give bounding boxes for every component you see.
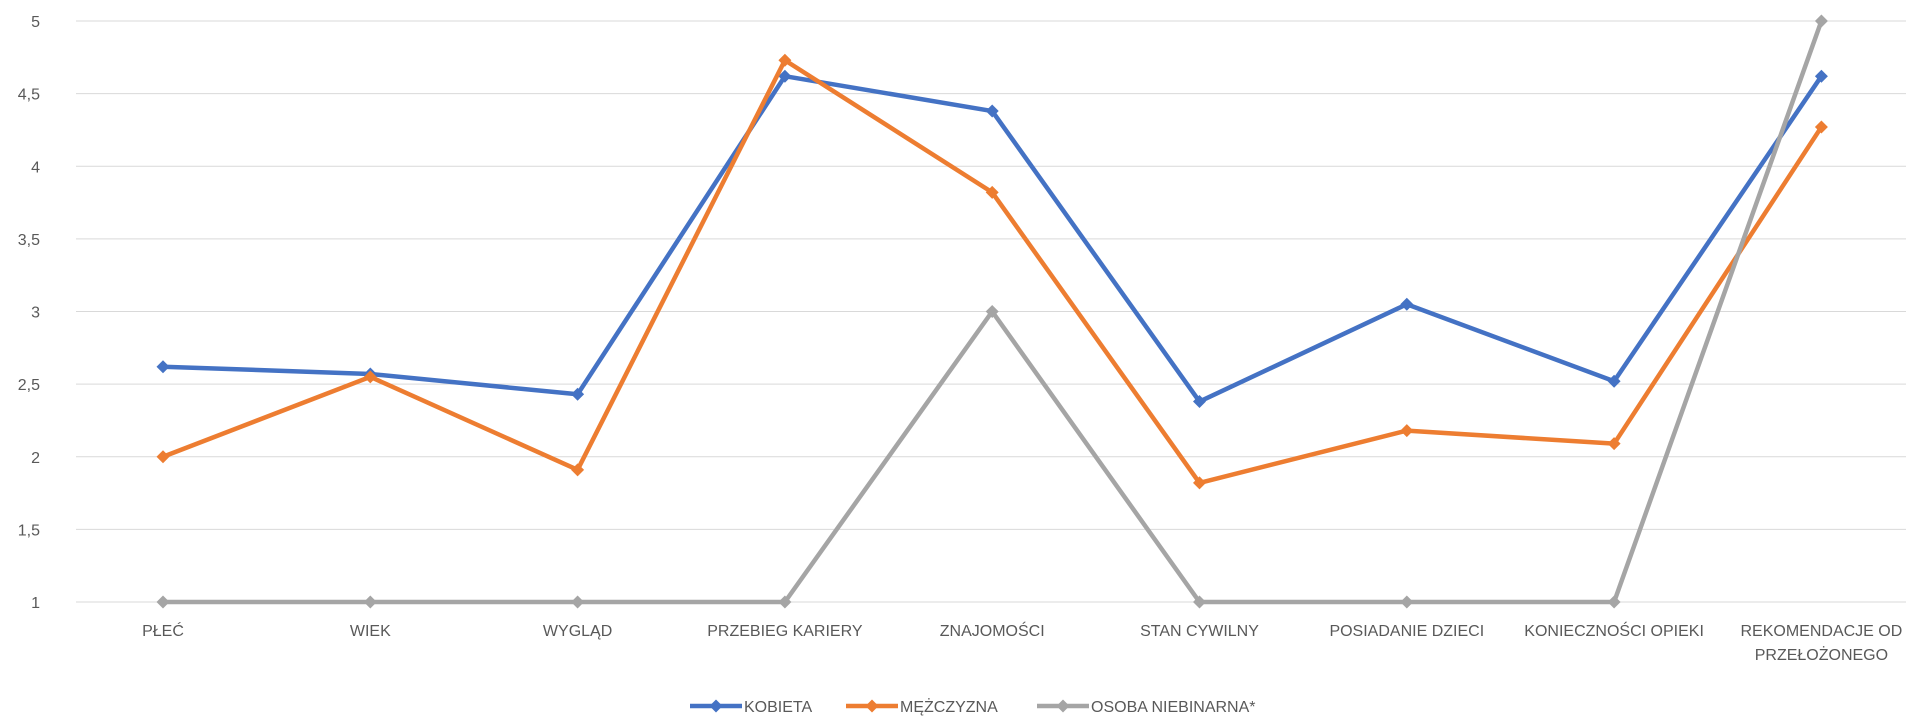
x-category-label: PŁEĆ: [142, 621, 184, 640]
series-2: [156, 14, 1828, 609]
legend-label: OSOBA NIEBINARNA*: [1091, 699, 1256, 716]
series-1: [156, 53, 1828, 490]
data-point-marker: [1607, 437, 1621, 451]
y-tick-label: 4: [31, 159, 40, 176]
series-line: [160, 57, 1824, 486]
data-point-marker: [1607, 595, 1621, 609]
data-point-marker: [1814, 14, 1828, 28]
x-category-line: PRZEŁOŻONEGO: [1755, 645, 1888, 664]
data-point-marker: [571, 595, 585, 609]
series-0: [156, 69, 1828, 409]
legend-item: OSOBA NIEBINARNA*: [1037, 699, 1256, 716]
y-tick-label: 1: [31, 595, 40, 612]
data-point-marker: [1814, 69, 1828, 83]
x-category-line: ZNAJOMOŚCI: [940, 621, 1045, 640]
y-tick-label: 2,5: [18, 377, 40, 394]
x-category-label: REKOMENDACJE OD PRZEŁOŻONEGO: [1741, 623, 1903, 664]
y-tick-label: 2: [31, 450, 40, 467]
data-point-marker: [778, 595, 792, 609]
legend-label: KOBIETA: [744, 699, 812, 716]
data-point-marker: [363, 595, 377, 609]
legend-marker-icon: [1056, 699, 1070, 713]
x-category-line: STAN CYWILNY: [1140, 623, 1259, 640]
data-point-marker: [571, 387, 585, 401]
y-tick-label: 1,5: [18, 522, 40, 539]
x-category-line: KONIECZNOŚCI OPIEKI: [1524, 621, 1704, 640]
legend-marker-icon: [709, 699, 723, 713]
x-category-line: PRZEBIEG KARIERY: [707, 623, 863, 640]
x-category-label: POSIADANIE DZIECI: [1329, 623, 1484, 640]
data-point-marker: [1193, 595, 1206, 609]
y-tick-label: 3,5: [18, 232, 40, 249]
x-category-line: PŁEĆ: [142, 621, 184, 640]
data-point-marker: [156, 595, 170, 609]
data-point-marker: [1400, 297, 1414, 311]
x-category-label: WIEK: [350, 623, 391, 640]
x-category-line: REKOMENDACJE OD: [1741, 623, 1903, 640]
x-category-label: STAN CYWILNY: [1140, 623, 1259, 640]
y-tick-label: 4,5: [18, 87, 40, 104]
data-point-marker: [156, 450, 170, 464]
legend-item: MĘŻCZYZNA: [846, 697, 998, 716]
x-category-line: WYGLĄD: [543, 623, 612, 640]
x-axis-categories: PŁEĆ WIEK WYGLĄD PRZEBIEG KARIERY ZNAJOMOŚCI…: [142, 621, 1902, 664]
data-point-marker: [985, 185, 999, 199]
legend-marker-icon: [865, 699, 879, 713]
x-category-label: PRZEBIEG KARIERY: [707, 623, 863, 640]
legend-item: KOBIETA: [690, 699, 812, 716]
y-tick-label: 5: [31, 14, 40, 31]
data-point-marker: [778, 69, 792, 83]
data-point-marker: [363, 370, 377, 384]
y-axis-ticks: 1 1,5 2 2,5 3 3,5 4 4,5 5: [18, 14, 40, 612]
data-point-marker: [778, 53, 792, 67]
data-point-marker: [156, 360, 170, 374]
data-point-marker: [1814, 120, 1828, 134]
x-category-label: KONIECZNOŚCI OPIEKI: [1524, 621, 1704, 640]
x-category-label: WYGLĄD: [543, 623, 612, 640]
data-point-marker: [571, 463, 585, 477]
x-category-line: WIEK: [350, 623, 391, 640]
series-lines: [156, 14, 1828, 609]
x-category-line: POSIADANIE DZIECI: [1329, 623, 1484, 640]
data-point-marker: [1193, 395, 1206, 409]
y-tick-label: 3: [31, 305, 40, 322]
data-point-marker: [1607, 374, 1621, 388]
legend: KOBIETA MĘŻCZYZNA OSOBA NIEBINARNA*: [690, 697, 1256, 716]
data-point-marker: [985, 104, 999, 118]
data-point-marker: [1400, 424, 1414, 438]
x-category-label: ZNAJOMOŚCI: [940, 621, 1045, 640]
data-point-marker: [1400, 595, 1414, 609]
data-point-marker: [985, 305, 999, 318]
data-point-marker: [1193, 476, 1206, 490]
legend-label: MĘŻCZYZNA: [900, 697, 998, 716]
